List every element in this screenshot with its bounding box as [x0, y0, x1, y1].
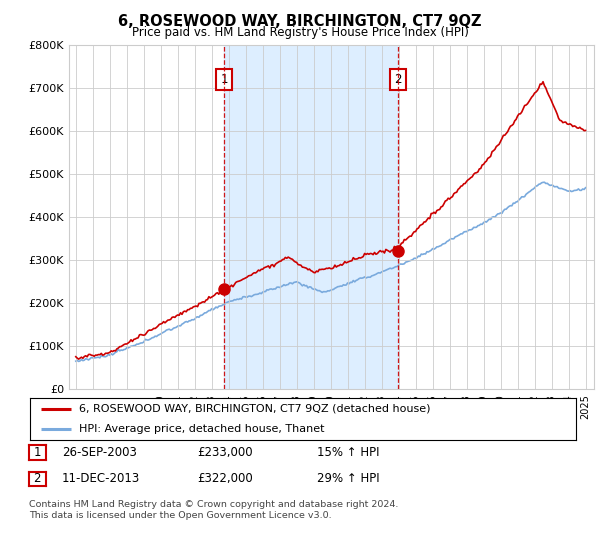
Text: 11-DEC-2013: 11-DEC-2013	[62, 472, 140, 486]
Text: 6, ROSEWOOD WAY, BIRCHINGTON, CT7 9QZ (detached house): 6, ROSEWOOD WAY, BIRCHINGTON, CT7 9QZ (d…	[79, 404, 431, 414]
Text: £322,000: £322,000	[197, 472, 253, 486]
Text: HPI: Average price, detached house, Thanet: HPI: Average price, detached house, Than…	[79, 424, 325, 434]
Text: Contains HM Land Registry data © Crown copyright and database right 2024.: Contains HM Land Registry data © Crown c…	[29, 500, 398, 509]
Text: 15% ↑ HPI: 15% ↑ HPI	[317, 446, 379, 459]
Text: 6, ROSEWOOD WAY, BIRCHINGTON, CT7 9QZ: 6, ROSEWOOD WAY, BIRCHINGTON, CT7 9QZ	[118, 14, 482, 29]
Bar	[224, 45, 398, 389]
Text: 29% ↑ HPI: 29% ↑ HPI	[317, 472, 379, 486]
Text: This data is licensed under the Open Government Licence v3.0.: This data is licensed under the Open Gov…	[29, 511, 331, 520]
Text: 2: 2	[394, 73, 401, 86]
Text: Price paid vs. HM Land Registry's House Price Index (HPI): Price paid vs. HM Land Registry's House …	[131, 26, 469, 39]
Text: £233,000: £233,000	[197, 446, 253, 459]
Text: 26-SEP-2003: 26-SEP-2003	[62, 446, 137, 459]
Text: 1: 1	[34, 446, 41, 459]
Text: 1: 1	[221, 73, 228, 86]
Text: 2: 2	[34, 472, 41, 486]
